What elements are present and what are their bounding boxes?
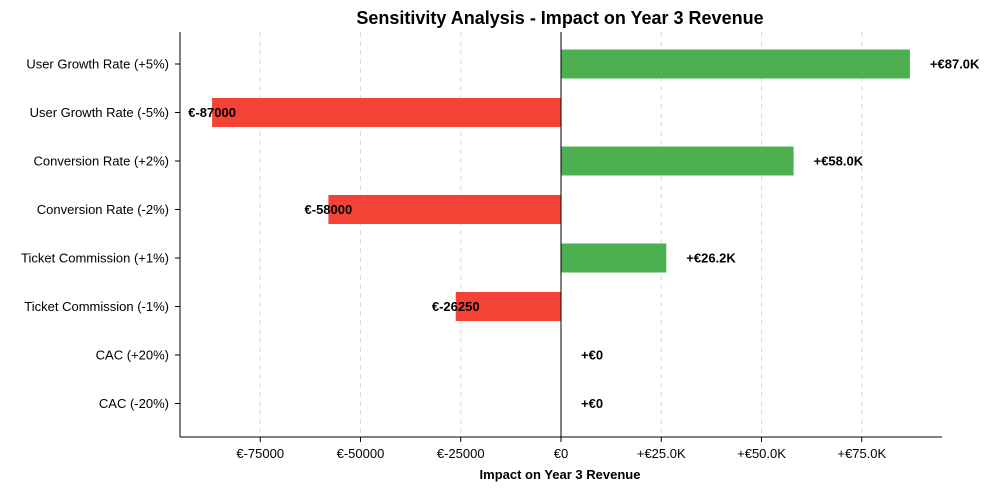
x-tick-label: €-50000: [337, 446, 385, 461]
x-tick-label: €-75000: [236, 446, 284, 461]
bar: [328, 195, 561, 224]
category-labels: User Growth Rate (+5%) User Growth Rate (…: [21, 57, 180, 411]
x-tick-label: +€25.0K: [637, 446, 686, 461]
chart-title: Sensitivity Analysis - Impact on Year 3 …: [356, 8, 763, 28]
data-label: €-58000: [305, 202, 353, 217]
x-tick-label: +€75.0K: [837, 446, 886, 461]
category-label: User Growth Rate (-5%): [30, 105, 169, 120]
bar: [561, 243, 667, 273]
data-label: +€58.0K: [814, 154, 864, 169]
bar: [561, 146, 794, 176]
category-label: CAC (+20%): [96, 348, 169, 363]
category-label: CAC (-20%): [99, 396, 169, 411]
data-label: €-87000: [188, 105, 236, 120]
data-labels: +€87.0K €-87000 +€58.0K €-58000 +€26.2K €-262…: [188, 57, 980, 412]
bar: [455, 292, 561, 321]
category-label: Ticket Commission (-1%): [24, 299, 169, 314]
x-tick-label: +€50.0K: [737, 446, 786, 461]
x-axis-label: Impact on Year 3 Revenue: [480, 467, 641, 482]
bars: [212, 49, 910, 321]
data-label: +€87.0K: [930, 57, 980, 72]
x-tick-label: €-25000: [437, 446, 485, 461]
x-tick-label: €0: [554, 446, 568, 461]
data-label: +€26.2K: [686, 251, 736, 266]
data-label: €-26250: [432, 299, 480, 314]
category-label: Conversion Rate (-2%): [37, 202, 169, 217]
category-label: Conversion Rate (+2%): [34, 154, 169, 169]
data-label: +€0: [581, 396, 603, 411]
data-label: +€0: [581, 348, 603, 363]
bar: [561, 49, 910, 79]
category-label: User Growth Rate (+5%): [26, 57, 169, 72]
bar: [212, 98, 561, 127]
x-tick-labels: €-75000 €-50000 €-25000 €0 +€25.0K +€50.0K +€7…: [236, 437, 887, 461]
category-label: Ticket Commission (+1%): [21, 251, 169, 266]
